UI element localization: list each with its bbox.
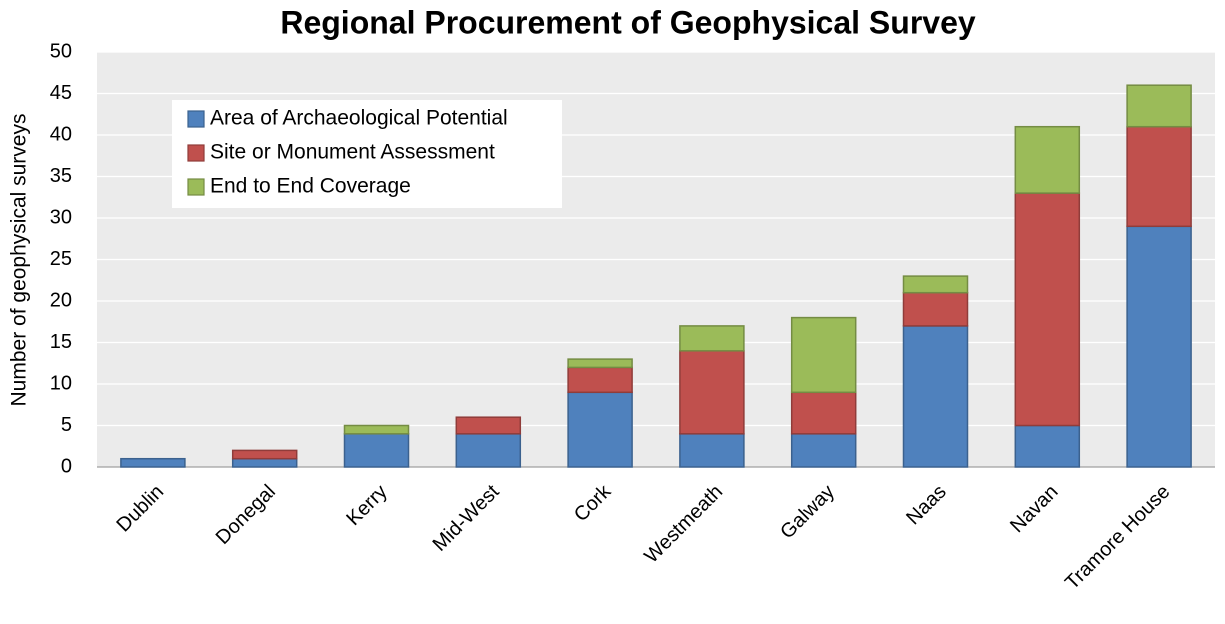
x-tick-label: Tramore House	[1061, 481, 1174, 594]
y-tick-label: 50	[50, 40, 72, 62]
x-tick-label: Navan	[1006, 481, 1062, 537]
y-tick-label: 25	[50, 248, 72, 270]
x-tick-label: Westmeath	[640, 481, 727, 568]
x-tick-label: Cork	[570, 480, 616, 526]
bar-segment	[1014, 424, 1081, 468]
bar-segment	[790, 391, 857, 435]
legend-swatch	[187, 110, 205, 128]
y-tick-label: 5	[61, 414, 72, 436]
bar-segment	[231, 449, 298, 460]
bar-segment	[902, 291, 969, 327]
y-tick-label: 45	[50, 82, 72, 104]
bar-segment	[567, 366, 633, 394]
x-tick-label: Mid-West	[429, 480, 504, 555]
bar-segment	[790, 433, 857, 468]
legend-label: Area of Archaeological Potential	[210, 107, 508, 130]
x-tick-label: Kerry	[342, 481, 391, 530]
bar-segment	[455, 433, 522, 468]
x-tick-label: Galway	[776, 481, 839, 544]
bar-segment	[679, 433, 745, 468]
y-tick-label: 40	[50, 123, 72, 145]
legend-label: End to End Coverage	[210, 175, 411, 198]
y-tick-label: 20	[50, 289, 72, 311]
legend-label: Site or Monument Assessment	[210, 141, 495, 164]
y-tick-label: 0	[61, 455, 72, 477]
bar-segment	[231, 457, 298, 468]
bar-segment	[1126, 125, 1192, 228]
y-tick-label: 10	[50, 372, 72, 394]
y-tick-label: 35	[50, 165, 72, 187]
chart-title: Regional Procurement of Geophysical Surv…	[280, 4, 976, 40]
bar-segment	[343, 433, 410, 468]
bar-segment	[567, 391, 633, 468]
legend-box	[172, 100, 562, 208]
bar-segment	[790, 316, 857, 394]
bar-segment	[1126, 84, 1192, 128]
y-tick-label: 30	[50, 206, 72, 228]
bar-segment	[567, 358, 633, 369]
bar-segment	[902, 325, 969, 468]
bar-segment	[679, 325, 745, 352]
bar-segment	[679, 350, 745, 435]
x-tick-label: Dublin	[113, 481, 169, 537]
y-axis-label: Number of geophysical surveys	[8, 114, 31, 407]
bar-segment	[120, 457, 186, 468]
bar-segment	[1126, 225, 1192, 468]
bar-segment	[1014, 192, 1081, 427]
bar-segment	[455, 416, 522, 435]
y-tick-label: 15	[50, 331, 72, 353]
legend-swatch	[187, 178, 205, 196]
legend-swatch	[187, 144, 205, 162]
bar-segment	[1014, 125, 1081, 194]
x-tick-label: Donegal	[212, 481, 280, 549]
x-tick-label: Naas	[902, 481, 951, 530]
bar-segment	[902, 275, 969, 294]
bar-segment	[343, 424, 410, 435]
